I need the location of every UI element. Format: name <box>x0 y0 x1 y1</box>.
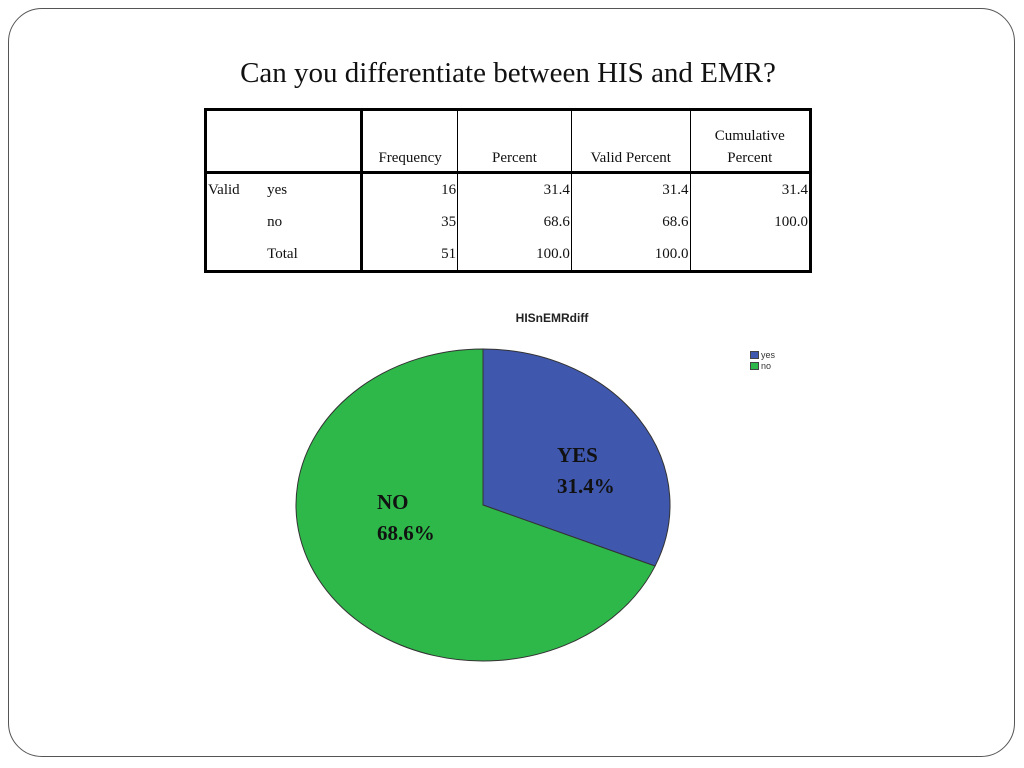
header-cell-empty-1 <box>205 109 267 174</box>
legend-label-no: no <box>761 360 772 371</box>
header-cumulative-percent: Cumulative Percent <box>689 109 811 174</box>
cell-valid-percent: 68.6 <box>570 206 691 238</box>
header-cumulative-line1: Cumulative <box>714 128 785 144</box>
table-row: Valid yes 16 31.4 31.4 31.4 <box>206 172 811 206</box>
chart-title: HISnEMRdiff <box>515 311 589 325</box>
header-cumulative-line2: Percent <box>727 150 773 166</box>
group-label: Valid <box>208 182 240 198</box>
pie-slices <box>295 348 671 662</box>
slice-label-yes: YES 31.4% <box>557 440 615 502</box>
cell-frequency: 35 <box>360 206 458 238</box>
table-row: no 35 68.6 68.6 100.0 <box>206 206 811 238</box>
cell-percent: 31.4 <box>457 172 572 206</box>
cell-cumulative-percent <box>689 238 811 272</box>
legend-swatch-no <box>750 361 759 370</box>
cell-percent: 68.6 <box>457 206 572 238</box>
header-percent: Percent <box>457 109 572 174</box>
slice-label-no-percent: 68.6% <box>377 521 435 545</box>
slice-label-no: NO 68.6% <box>377 487 435 549</box>
cell-valid-percent: 31.4 <box>570 172 691 206</box>
chart-legend: yes no <box>750 349 775 371</box>
frequency-table: Frequency Percent Valid Percent Cumulati… <box>204 108 812 273</box>
cell-cumulative-percent: 31.4 <box>689 172 811 206</box>
cell-cumulative-percent: 100.0 <box>689 206 811 238</box>
pie-slice-no <box>295 348 656 662</box>
cell-frequency: 51 <box>360 238 458 272</box>
legend-item-no: no <box>750 360 775 371</box>
table-row: Total 51 100.0 100.0 <box>206 238 811 272</box>
legend-swatch-yes <box>750 350 759 359</box>
header-cell-empty-2 <box>266 109 362 174</box>
slice-label-yes-percent: 31.4% <box>557 474 615 498</box>
row-label: yes <box>267 182 288 198</box>
cell-frequency: 16 <box>360 172 458 206</box>
row-label: no <box>267 214 283 230</box>
header-valid-percent: Valid Percent <box>570 109 691 174</box>
legend-item-yes: yes <box>750 349 775 360</box>
pie-slice-yes <box>482 348 671 567</box>
row-label: Total <box>267 246 298 262</box>
slice-label-no-name: NO <box>377 490 409 514</box>
slice-label-yes-name: YES <box>557 443 598 467</box>
table-header-row: Frequency Percent Valid Percent Cumulati… <box>205 109 811 174</box>
header-frequency: Frequency <box>360 109 458 174</box>
legend-label-yes: yes <box>761 349 776 360</box>
cell-percent: 100.0 <box>457 238 572 272</box>
cell-valid-percent: 100.0 <box>570 238 691 272</box>
slide-title: Can you differentiate between HIS and EM… <box>240 57 776 89</box>
